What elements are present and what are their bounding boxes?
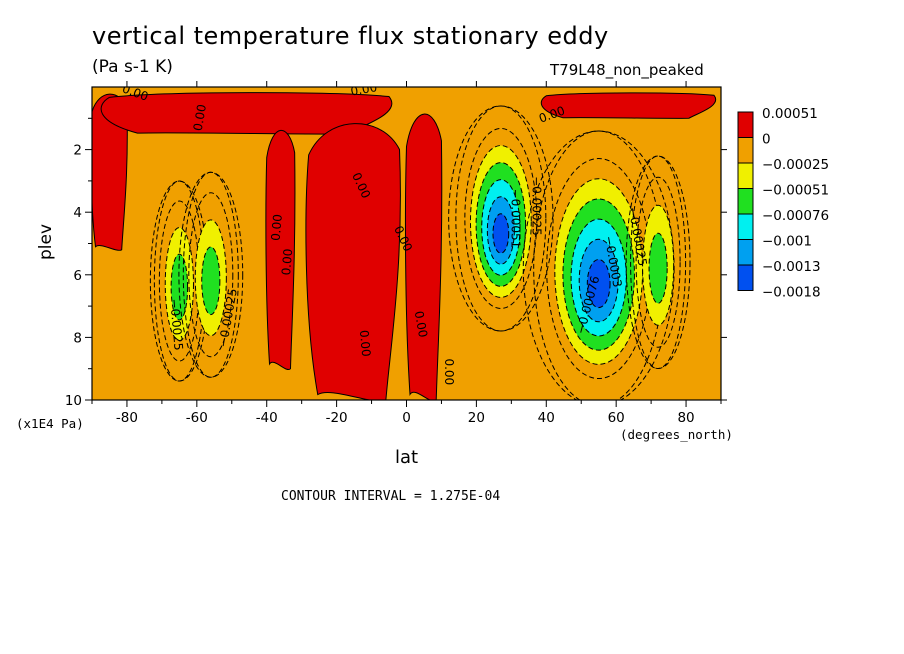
contour-label-6: 0.00: [279, 248, 295, 276]
contour-label-2: 0.00: [350, 80, 379, 98]
chart-title: vertical temperature flux stationary edd…: [92, 22, 609, 50]
colorbar-legend: 0.00051 0 −0.00025 −0.00051 −0.00076 −0.001 −0…: [737, 106, 829, 301]
legend-label-3: −0.00051: [762, 183, 829, 199]
sh-cell-2-level-2: [201, 246, 221, 316]
chart-units: (Pa s-1 K): [92, 57, 173, 77]
sh-cell-2-level-0: [188, 192, 234, 358]
positive-region-2: [265, 129, 296, 371]
contour-label-8: 0.00: [412, 310, 430, 339]
y-axis-unit: (x1E4 Pa): [16, 416, 84, 431]
x-tick-label-7: 60: [608, 410, 625, 426]
legend-swatch-3: [737, 188, 754, 215]
contour-label-14: −0.00025: [529, 176, 543, 236]
y-tick-label-2: 6: [73, 268, 82, 284]
nh-cell-1-halo-1: [448, 105, 554, 332]
contour-interval-note: CONTOUR INTERVAL = 1.275E-04: [281, 489, 501, 504]
nh-cell-1-level-5: [492, 213, 510, 254]
x-tick-label-3: -20: [326, 410, 348, 426]
x-tick-label-0: -80: [116, 410, 138, 426]
x-axis-unit: (degrees_north): [620, 427, 733, 442]
sh-cell-2-halo-1: [178, 171, 244, 378]
nh-cell-3-halo-1: [625, 155, 691, 370]
plot-area: 0.000.000.000.000.000.000.000.000.000.00…: [92, 80, 721, 400]
x-tick-label-2: -40: [256, 410, 278, 426]
y-tick-label-0: 2: [73, 143, 82, 159]
y-tick-label-3: 8: [73, 330, 82, 346]
y-tick-label-1: 4: [73, 205, 82, 221]
legend-swatch-1: [737, 137, 754, 164]
legend-swatch-4: [737, 213, 754, 240]
nh-cell-3-level-0: [635, 176, 681, 348]
positive-region-4: [404, 113, 443, 400]
legend-label-5: −0.001: [762, 234, 812, 250]
contour-label-11: −0.0025: [167, 298, 185, 351]
nh-cell-2-level-5: [586, 258, 611, 309]
x-axis-label: lat: [395, 447, 419, 468]
legend-label-1: 0: [762, 132, 771, 148]
legend-label-7: −0.0018: [762, 285, 821, 301]
contour-label-9: 0.00: [357, 329, 373, 357]
legend-swatch-2: [737, 162, 754, 189]
contour-label-5: 0.00: [269, 214, 285, 242]
x-tick-label-1: -60: [186, 410, 208, 426]
legend-label-6: −0.0013: [762, 259, 821, 275]
x-tick-label-6: 40: [538, 410, 555, 426]
nh-cell-3-level-2: [648, 232, 668, 304]
axes: -80 -60 -40 -20 0 20 40 60 80 2 4 6 8 10: [65, 81, 727, 426]
legend-swatch-0: [737, 111, 754, 138]
y-tick-label-4: 10: [65, 393, 82, 409]
x-tick-label-4: 0: [402, 410, 411, 426]
legend-label-4: −0.00076: [762, 208, 829, 224]
x-tick-label-8: 80: [677, 410, 694, 426]
legend-label-2: −0.00025: [762, 157, 829, 173]
positive-region-3: [305, 123, 401, 400]
legend-swatch-6: [737, 264, 754, 291]
legend-swatch-5: [737, 239, 754, 266]
x-tick-label-5: 20: [468, 410, 485, 426]
contour-label-10: 0.00: [442, 358, 456, 385]
positive-region-5: [540, 92, 717, 119]
legend-label-0: 0.00051: [762, 106, 818, 122]
contour-label-13: −0.00051: [508, 189, 522, 249]
dataset-label: T79L48_non_peaked: [550, 61, 704, 79]
contour-label-1: 0.00: [191, 103, 209, 132]
